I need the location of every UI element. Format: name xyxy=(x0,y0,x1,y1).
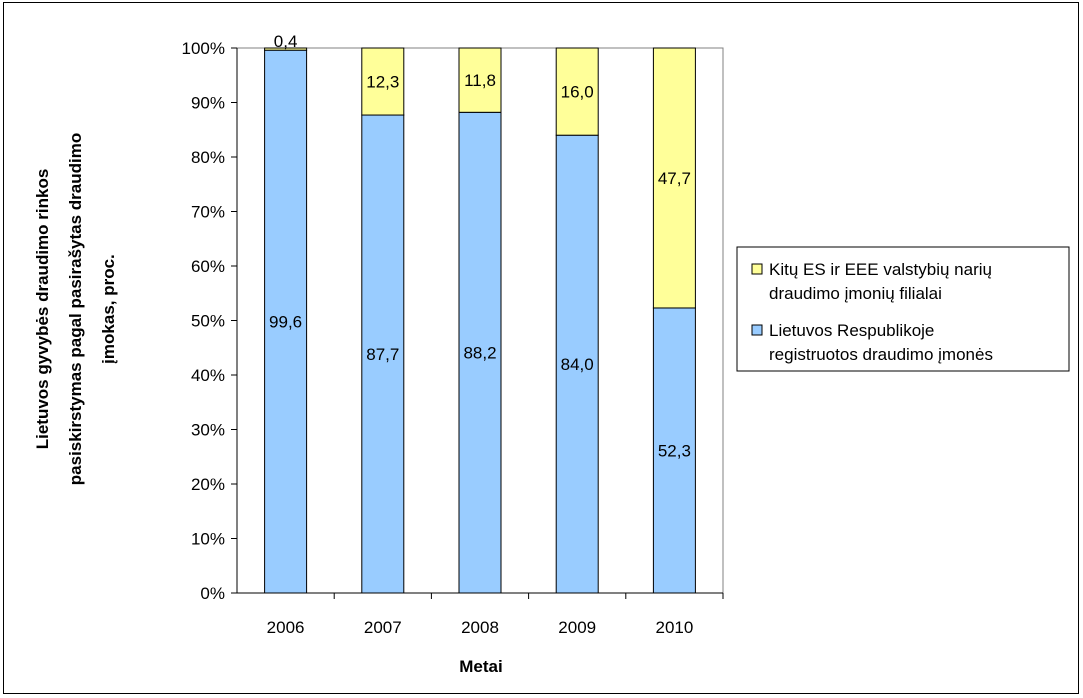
legend-label: registruotos draudimo įmonės xyxy=(769,345,993,364)
y-tick-label: 50% xyxy=(191,312,225,331)
y-tick-label: 70% xyxy=(191,203,225,222)
stacked-bar-chart: 0% 10% 20% 30% 40% 50% 60% 70% 80% 90% 100% 2006 99,… xyxy=(33,32,1070,676)
y-tick-label: 90% xyxy=(191,94,225,113)
data-label: 52,3 xyxy=(658,441,691,460)
data-label: 12,3 xyxy=(366,73,399,92)
x-tick-label: 2007 xyxy=(364,618,402,637)
y-tick-label: 40% xyxy=(191,366,225,385)
y-axis-title-line: pasiskirstymas pagal pasirašytas draudim… xyxy=(66,133,85,485)
y-tick-label: 0% xyxy=(200,584,225,603)
bar-segment xyxy=(555,47,599,136)
plot-area: 0% 10% 20% 30% 40% 50% 60% 70% 80% 90% 100% 2006 99,… xyxy=(182,32,724,637)
data-label: 84,0 xyxy=(561,355,594,374)
bar-segment xyxy=(652,307,696,594)
data-label: 47,7 xyxy=(658,169,691,188)
x-tick-label: 2010 xyxy=(655,618,693,637)
legend-swatch xyxy=(751,263,763,275)
legend: Kitų ES ir EEE valstybių narių draudimo į… xyxy=(736,246,1070,372)
y-tick-label: 10% xyxy=(191,530,225,549)
y-axis-title-line: įmokas, proc. xyxy=(99,254,118,364)
legend-box xyxy=(736,246,1070,372)
bar-segment xyxy=(652,47,696,309)
bar-segment xyxy=(264,49,308,594)
bar-segment xyxy=(555,134,599,594)
legend-swatch xyxy=(751,324,763,336)
y-axis-title-line: Lietuvos gyvybės draudimo rinkos xyxy=(33,169,52,450)
data-label: 0,4 xyxy=(274,32,298,51)
bar-segment xyxy=(264,47,308,51)
bar-segment xyxy=(458,47,502,113)
bar-segment xyxy=(458,111,502,594)
bar-segment xyxy=(361,47,405,116)
legend-label: draudimo įmonių filialai xyxy=(769,284,942,303)
y-axis-title: Lietuvos gyvybės draudimo rinkos pasiskir… xyxy=(33,133,118,485)
data-label: 11,8 xyxy=(464,71,496,90)
legend-label: Kitų ES ir EEE valstybių narių xyxy=(769,260,992,279)
data-label: 16,0 xyxy=(561,83,594,102)
y-tick-label: 20% xyxy=(191,475,225,494)
data-label: 99,6 xyxy=(269,313,302,332)
chart-frame: 0% 10% 20% 30% 40% 50% 60% 70% 80% 90% 100% 2006 99,… xyxy=(3,2,1079,694)
data-label: 88,2 xyxy=(463,344,496,363)
x-tick-label: 2009 xyxy=(558,618,596,637)
x-tick-label: 2006 xyxy=(267,618,305,637)
data-label: 87,7 xyxy=(366,345,399,364)
legend-label: Lietuvos Respublikoje xyxy=(769,321,934,340)
y-tick-label: 60% xyxy=(191,257,225,276)
y-tick-label: 100% xyxy=(182,39,225,58)
x-axis-title: Metai xyxy=(459,657,502,676)
x-tick-label: 2008 xyxy=(461,618,499,637)
y-tick-label: 80% xyxy=(191,148,225,167)
y-tick-label: 30% xyxy=(191,421,225,440)
